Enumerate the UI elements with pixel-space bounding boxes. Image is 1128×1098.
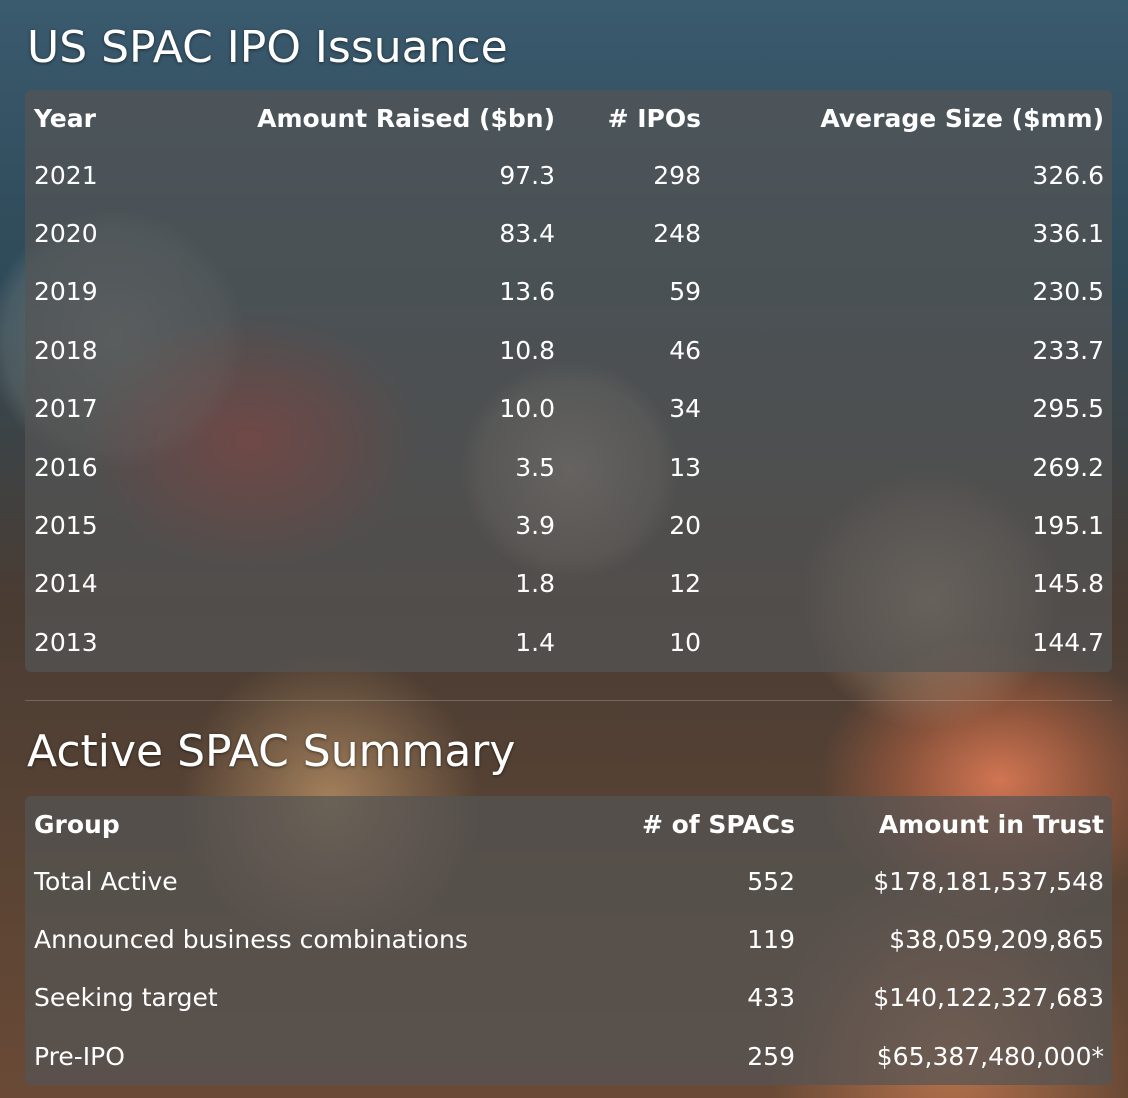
table-cell: 2020 <box>34 219 98 249</box>
table-row: 2018 10.8 46 233.7 <box>25 321 1112 379</box>
table-cell: 13 <box>669 452 701 482</box>
table-cell: 2014 <box>34 569 98 599</box>
table-cell: 233.7 <box>1032 335 1104 365</box>
table-cell: 144.7 <box>1032 627 1104 657</box>
table-row: 2021 97.3 298 326.6 <box>25 146 1112 204</box>
table-cell: $38,059,209,865 <box>889 925 1104 955</box>
table-cell: 46 <box>669 335 701 365</box>
table-cell: 34 <box>669 394 701 424</box>
table: Group # of SPACs Amount in Trust Total Acti… <box>25 796 1112 1086</box>
table-cell: Pre-IPO <box>34 1041 125 1071</box>
table-cell: 10.0 <box>499 394 555 424</box>
table-cell: 12 <box>669 569 701 599</box>
table-row: Total Active 552 $178,181,537,548 <box>25 852 1112 910</box>
table-row: Pre-IPO 259 $65,387,480,000* <box>25 1027 1112 1085</box>
table-cell: $140,122,327,683 <box>873 983 1104 1013</box>
table-cell: 259 <box>747 1041 795 1071</box>
table-row: Announced business combinations 119 $38,05… <box>25 910 1112 968</box>
table-row: 2019 13.6 59 230.5 <box>25 263 1112 321</box>
table-cell: 2021 <box>34 160 98 190</box>
table: Year Amount Raised ($bn) # IPOs Average Siz… <box>25 90 1112 672</box>
table-cell: 269.2 <box>1032 452 1104 482</box>
table-row: Seeking target 433 $140,122,327,683 <box>25 969 1112 1027</box>
table-cell: 2015 <box>34 511 98 541</box>
column-header: Year <box>34 103 96 133</box>
table-cell: 1.4 <box>515 627 555 657</box>
table-row: 2017 10.0 34 295.5 <box>25 380 1112 438</box>
table-cell: 195.1 <box>1032 511 1104 541</box>
table-cell: 3.9 <box>515 511 555 541</box>
table-cell: $178,181,537,548 <box>873 866 1104 896</box>
column-header: Amount in Trust <box>878 809 1104 839</box>
section-title: US SPAC IPO Issuance <box>27 22 508 73</box>
table-cell: 2017 <box>34 394 98 424</box>
table-cell: 83.4 <box>499 219 555 249</box>
header-row: Year Amount Raised ($bn) # IPOs Average Siz… <box>25 90 1112 146</box>
table-cell: Announced business combinations <box>34 925 468 955</box>
table-row: 2020 83.4 248 336.1 <box>25 204 1112 262</box>
table-cell: 295.5 <box>1032 394 1104 424</box>
table-cell: 3.5 <box>515 452 555 482</box>
table-cell: 2013 <box>34 627 98 657</box>
column-header: Group <box>34 809 120 839</box>
table-row: 2013 1.4 10 144.7 <box>25 613 1112 671</box>
summary-table: Group # of SPACs Amount in Trust Total Acti… <box>25 796 1112 1085</box>
table-cell: Total Active <box>34 866 178 896</box>
column-header: # IPOs <box>607 103 701 133</box>
table-cell: 326.6 <box>1032 160 1104 190</box>
table-cell: 230.5 <box>1032 277 1104 307</box>
table-cell: 13.6 <box>499 277 555 307</box>
column-header: # of SPACs <box>641 809 795 839</box>
table-cell: 2019 <box>34 277 98 307</box>
table-cell: 248 <box>653 219 701 249</box>
table-cell: 2016 <box>34 452 98 482</box>
table-cell: 433 <box>747 983 795 1013</box>
table-cell: 59 <box>669 277 701 307</box>
column-header: Average Size ($mm) <box>820 103 1104 133</box>
table-cell: 119 <box>747 925 795 955</box>
table-cell: 10 <box>669 627 701 657</box>
table-cell: $65,387,480,000* <box>876 1041 1104 1071</box>
table-cell: 1.8 <box>515 569 555 599</box>
table-cell: 336.1 <box>1032 219 1104 249</box>
table-cell: 20 <box>669 511 701 541</box>
table-row: 2015 3.9 20 195.1 <box>25 496 1112 554</box>
table-cell: 10.8 <box>499 335 555 365</box>
divider <box>25 700 1112 701</box>
table-cell: 145.8 <box>1032 569 1104 599</box>
header-row: Group # of SPACs Amount in Trust <box>25 796 1112 852</box>
column-header: Amount Raised ($bn) <box>257 103 555 133</box>
table-cell: Seeking target <box>34 983 218 1013</box>
table-cell: 552 <box>747 866 795 896</box>
table-row: 2014 1.8 12 145.8 <box>25 555 1112 613</box>
issuance-table: Year Amount Raised ($bn) # IPOs Average Siz… <box>25 90 1112 672</box>
table-cell: 97.3 <box>499 160 555 190</box>
table-row: 2016 3.5 13 269.2 <box>25 438 1112 496</box>
section-title: Active SPAC Summary <box>27 726 516 777</box>
table-cell: 2018 <box>34 335 98 365</box>
table-cell: 298 <box>653 160 701 190</box>
